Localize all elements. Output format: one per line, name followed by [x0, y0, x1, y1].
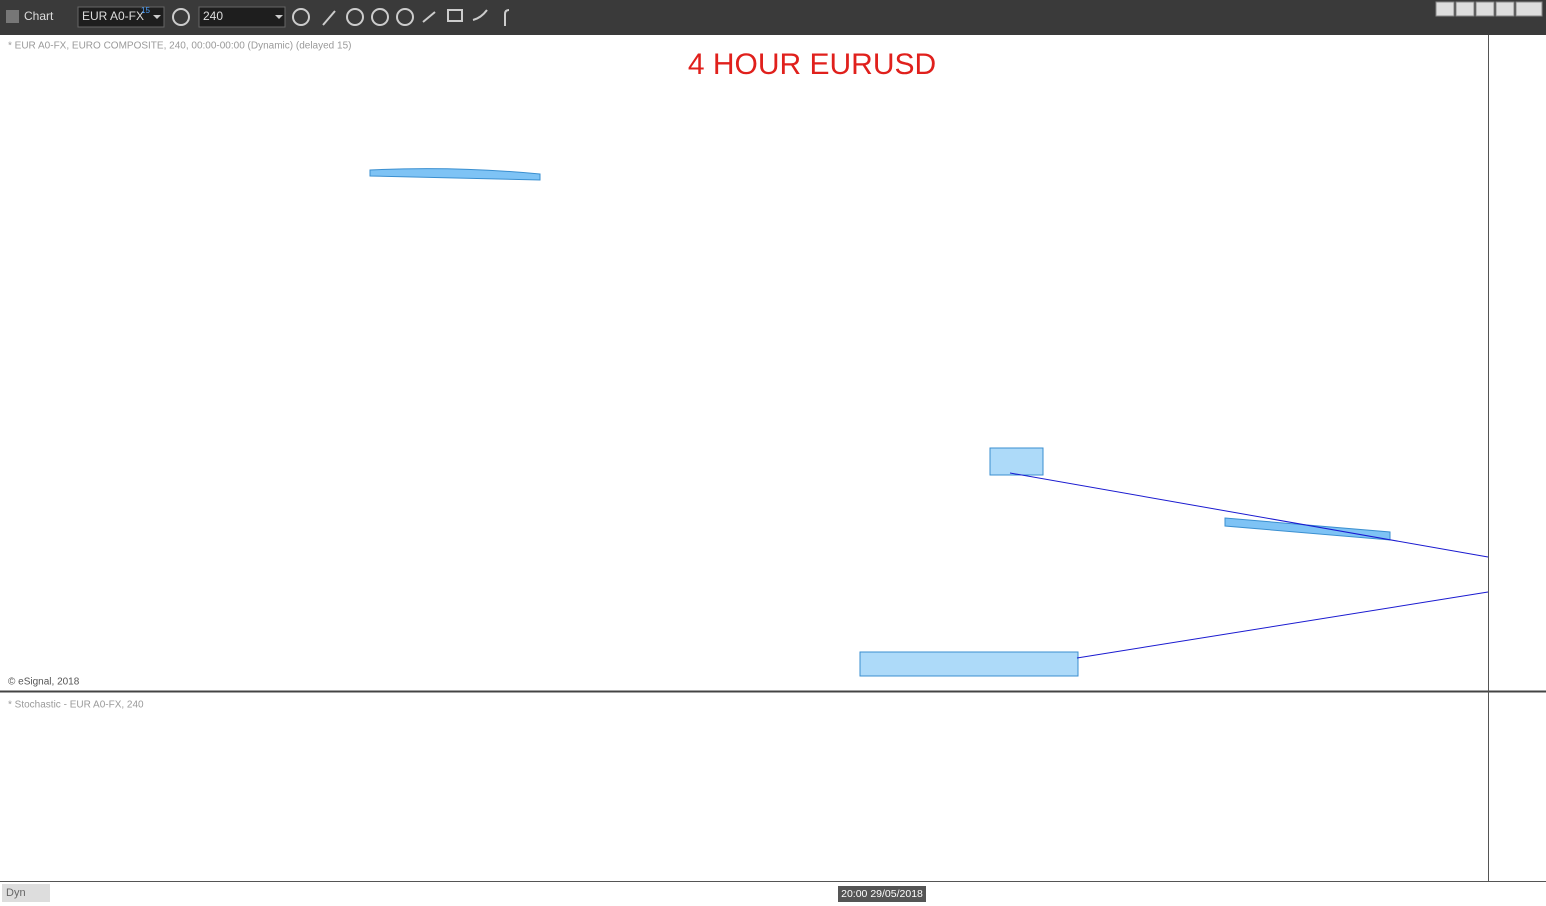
mode-label: Dyn — [6, 887, 26, 899]
close-button[interactable] — [1515, 1, 1543, 17]
dropdown-arrow[interactable] — [275, 15, 283, 19]
mode-badge[interactable] — [2, 884, 50, 902]
credit: © eSignal, 2018 — [8, 677, 80, 688]
settings-icon[interactable] — [172, 8, 190, 26]
symbol-box[interactable] — [77, 6, 165, 28]
interval-box[interactable] — [198, 6, 286, 28]
stochastic-pane — [0, 693, 1488, 880]
alert-icon[interactable] — [396, 8, 414, 26]
clock-icon[interactable] — [292, 8, 310, 26]
restore-button[interactable] — [1495, 1, 1515, 17]
stochastic-title: * Stochastic - EUR A0-FX, 240 — [8, 700, 144, 711]
time-axis — [0, 882, 1546, 906]
cursor-label: 20:00 29/05/2018 — [841, 888, 923, 900]
tool-icons — [322, 8, 510, 26]
twitter-icon[interactable] — [472, 9, 488, 21]
facebook-icon[interactable] — [504, 9, 510, 26]
pen-icon[interactable] — [322, 10, 336, 26]
resistance-band — [369, 168, 541, 181]
play-icon[interactable] — [371, 8, 389, 26]
dropdown-arrow[interactable] — [153, 15, 161, 19]
symbol-delay: 15 — [141, 6, 150, 15]
trend-line — [1076, 591, 1489, 659]
low-box — [859, 651, 1079, 677]
chart-icon — [6, 10, 19, 23]
link-button[interactable] — [1475, 1, 1495, 17]
symbol[interactable]: EUR A0-FX — [82, 9, 144, 23]
price-pane — [0, 35, 1488, 690]
price-subtitle: * EUR A0-FX, EURO COMPOSITE, 240, 00:00-… — [8, 41, 351, 52]
window-buttons — [1435, 1, 1543, 17]
comment-icon[interactable] — [447, 9, 463, 22]
interval[interactable]: 240 — [203, 9, 223, 23]
cursor-box — [838, 886, 926, 902]
minimize-button[interactable] — [1455, 1, 1475, 17]
toolbar-title: Chart — [24, 9, 54, 23]
help-button[interactable] — [1435, 1, 1455, 17]
draw-icon[interactable] — [346, 8, 364, 26]
trend-line — [1009, 472, 1489, 558]
chart-title: 4 HOUR EURUSD — [688, 48, 936, 81]
high-box — [989, 447, 1044, 476]
link-icon[interactable] — [422, 11, 436, 23]
